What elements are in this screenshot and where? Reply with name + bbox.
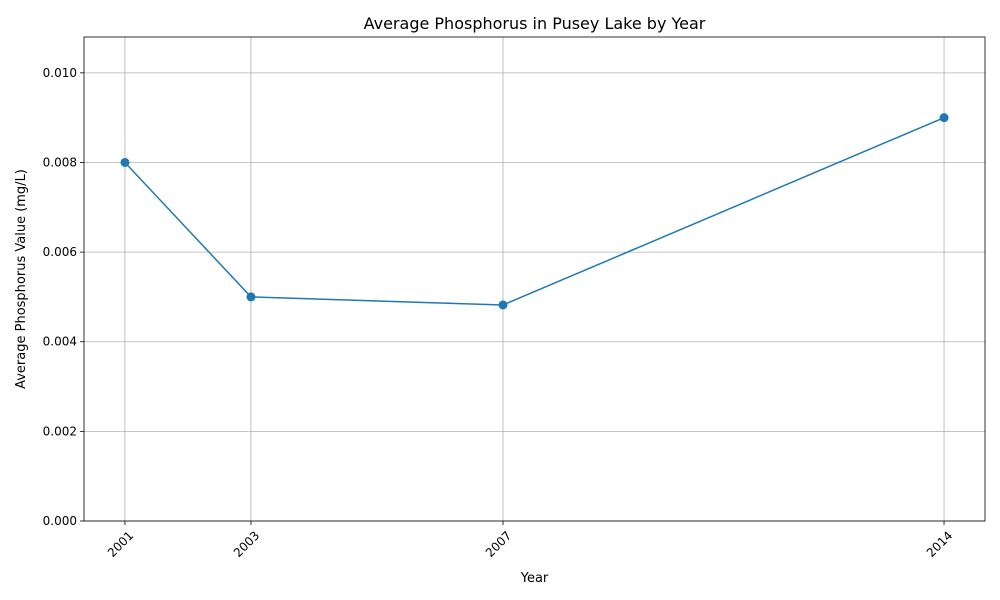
x-tick-label: 2014	[924, 528, 955, 559]
y-tick-label: 0.008	[43, 155, 77, 169]
data-points	[120, 113, 949, 310]
y-tick-label: 0.000	[43, 514, 77, 528]
plot-area-frame	[83, 36, 986, 522]
data-point	[939, 113, 949, 123]
data-point	[120, 157, 130, 167]
x-tick-label: 2003	[231, 528, 262, 559]
chart-title: Average Phosphorus in Pusey Lake by Year	[364, 14, 706, 33]
x-axis-label: Year	[520, 571, 549, 586]
y-axis-label: Average Phosphorus Value (mg/L)	[14, 169, 29, 389]
x-tick-label: 2007	[483, 528, 514, 559]
y-tick-label: 0.010	[43, 66, 77, 80]
x-tick-label: 2001	[105, 528, 136, 559]
y-tick-label: 0.002	[43, 424, 77, 438]
y-tick-label: 0.006	[43, 245, 77, 259]
series-line	[124, 116, 945, 306]
y-tick-label: 0.004	[43, 335, 77, 349]
data-point	[246, 292, 256, 302]
data-point	[498, 300, 508, 310]
axis-ticks: 0.000 0.002 0.004 0.006 0.008 0.010 2001 2003 20…	[43, 66, 956, 560]
grid-lines	[84, 37, 985, 522]
